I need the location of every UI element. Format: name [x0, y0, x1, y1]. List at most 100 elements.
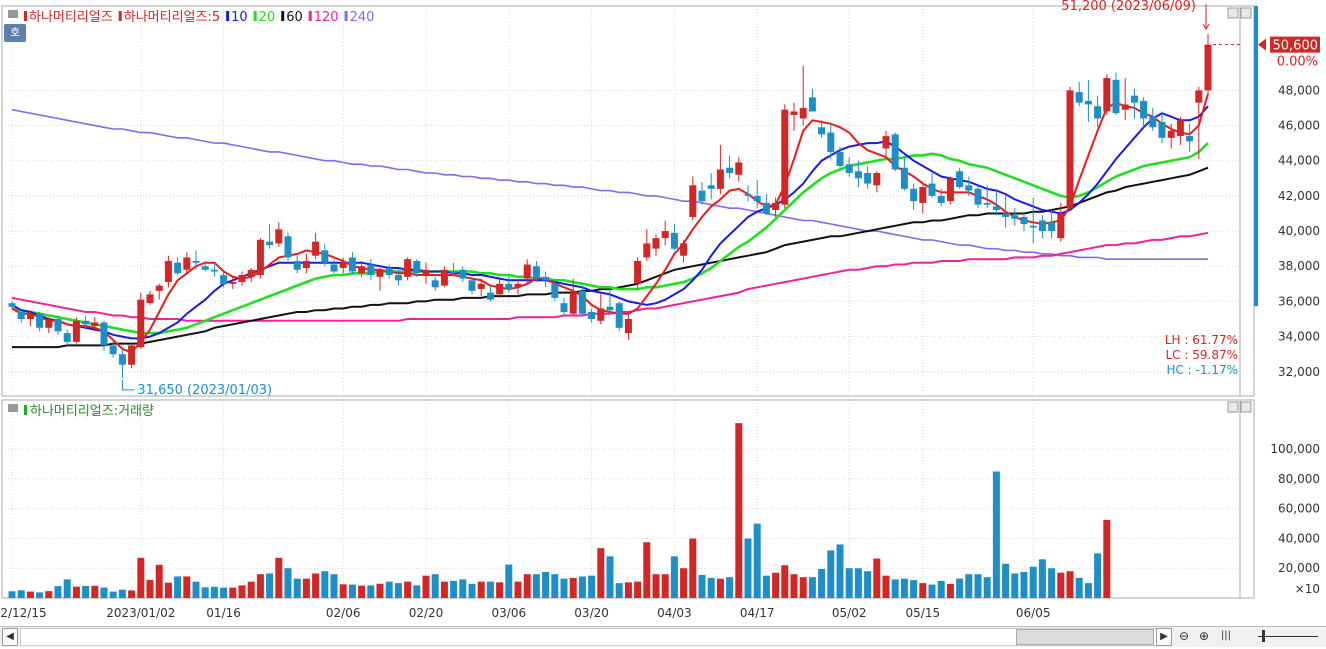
legend-ma120-label: 120 — [314, 10, 339, 25]
low-pointer-line — [121, 379, 135, 391]
candle-body — [284, 236, 292, 258]
volume-bar — [376, 583, 384, 598]
volume-bar — [358, 585, 366, 598]
bar-spacing-icon[interactable]: ||| — [1220, 630, 1232, 641]
low-price-label: 31,650 (2023/01/03) — [137, 383, 272, 398]
candle-body — [1158, 122, 1166, 138]
volume-bar — [413, 585, 421, 598]
date-tick-label: 01/16 — [206, 606, 241, 620]
legend-ma120-swatch — [308, 11, 312, 21]
price-tick-label: 42,000 — [1278, 189, 1320, 203]
candle-body — [431, 280, 439, 288]
volume-bar — [882, 575, 890, 598]
candle-body — [1011, 215, 1019, 219]
volume-bar — [174, 576, 182, 598]
scroll-right-button[interactable]: ▶ — [1156, 628, 1172, 646]
legend-ma60-swatch — [281, 11, 285, 21]
candle-body — [109, 345, 117, 355]
zoom-out-icon[interactable]: ⊖ — [1178, 629, 1190, 643]
candle-body — [183, 257, 191, 270]
candle-body — [394, 275, 402, 281]
volume-bar — [229, 587, 237, 598]
legend-ma5-label: 하나머티리얼즈:5 — [124, 10, 220, 25]
candle-body — [174, 262, 182, 274]
candle-body — [790, 111, 798, 115]
candle-body — [606, 306, 614, 311]
volume-bar — [661, 574, 669, 598]
candle-body — [551, 283, 559, 298]
volume-bar — [799, 577, 807, 598]
candle-body — [615, 303, 623, 328]
candle-body — [266, 241, 274, 246]
volume-bar — [1029, 566, 1037, 598]
candle-body — [900, 167, 908, 189]
candle-body — [358, 266, 366, 274]
volume-bar — [624, 582, 632, 598]
volume-bar — [137, 557, 145, 598]
candle-body — [1020, 216, 1028, 225]
candle-body — [818, 127, 826, 135]
candle-body — [588, 311, 596, 320]
scroll-thumb[interactable] — [1016, 629, 1154, 645]
volume-bar — [680, 568, 688, 598]
price-range-bar — [1254, 6, 1258, 306]
candle-body — [808, 97, 816, 112]
stat-label: LC : 59.87% — [1166, 348, 1239, 362]
volume-bar — [910, 580, 918, 598]
candle-body — [496, 283, 504, 295]
date-tick-label: 04/17 — [740, 606, 775, 620]
candle-body — [459, 269, 467, 279]
candle-body — [45, 320, 53, 328]
date-tick-label: 02/06 — [326, 606, 361, 620]
candle-body — [542, 276, 550, 281]
volume-bar — [1011, 573, 1019, 598]
legend-price-swatch — [24, 11, 27, 21]
candle-body — [137, 299, 145, 348]
candle-body — [1084, 100, 1092, 105]
zoom-in-icon[interactable]: ⊕ — [1198, 629, 1210, 643]
candle-body — [128, 345, 136, 365]
ho-badge[interactable]: 호 — [4, 24, 26, 42]
candle-body — [928, 183, 936, 196]
candle-body — [422, 269, 430, 276]
candle-body — [376, 269, 384, 277]
candle-body — [514, 283, 522, 288]
volume-bar — [63, 579, 71, 598]
panel-collapse-icon — [8, 10, 18, 18]
candle-body — [220, 275, 228, 284]
zoom-slider-knob[interactable] — [1262, 630, 1265, 642]
date-tick-label: 05/02 — [832, 606, 867, 620]
candle-body — [404, 259, 412, 277]
volume-bar — [523, 574, 531, 598]
volume-bar — [385, 581, 393, 598]
candle-body — [910, 188, 918, 202]
volume-tick-label: 100,000 — [1270, 442, 1320, 456]
candle-body — [1057, 213, 1065, 239]
candle-body — [919, 187, 927, 203]
volume-bar — [836, 544, 844, 598]
volume-bar — [1038, 559, 1046, 598]
panel-maximize-icon — [1227, 7, 1239, 19]
volume-bar — [744, 538, 752, 598]
candle-body — [974, 188, 982, 205]
legend-price-name: 하나머티리얼즈 — [29, 10, 113, 25]
scroll-left-button[interactable]: ◀ — [2, 628, 18, 646]
date-tick-label: 2023/01/02 — [106, 606, 175, 620]
price-tick-label: 46,000 — [1278, 119, 1320, 133]
zoom-slider-track[interactable] — [1258, 636, 1318, 637]
candle-body — [413, 260, 421, 274]
volume-bar — [109, 591, 117, 598]
volume-bar — [974, 574, 982, 598]
candle-body — [965, 185, 973, 191]
volume-bar — [597, 548, 605, 598]
candle-body — [716, 169, 724, 189]
candle-body — [339, 262, 347, 268]
volume-bar — [983, 577, 991, 598]
volume-bar — [72, 586, 80, 598]
horizontal-scrollbar[interactable] — [20, 628, 1162, 646]
volume-bar — [266, 573, 274, 598]
candle-body — [118, 354, 126, 365]
volume-bar — [210, 586, 218, 598]
volume-bar — [394, 583, 402, 598]
volume-bar — [781, 565, 789, 598]
